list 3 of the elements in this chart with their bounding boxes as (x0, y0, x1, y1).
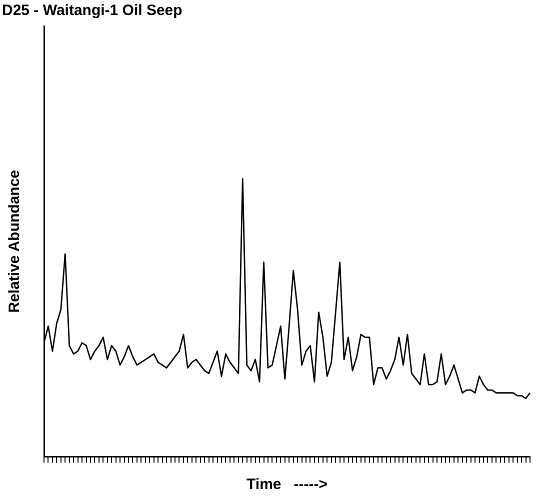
chart-title: D25 - Waitangi-1 Oil Seep (2, 2, 182, 20)
x-axis-title: Time -----> (246, 476, 328, 494)
y-axis-title: Relative Abundance (6, 170, 24, 313)
